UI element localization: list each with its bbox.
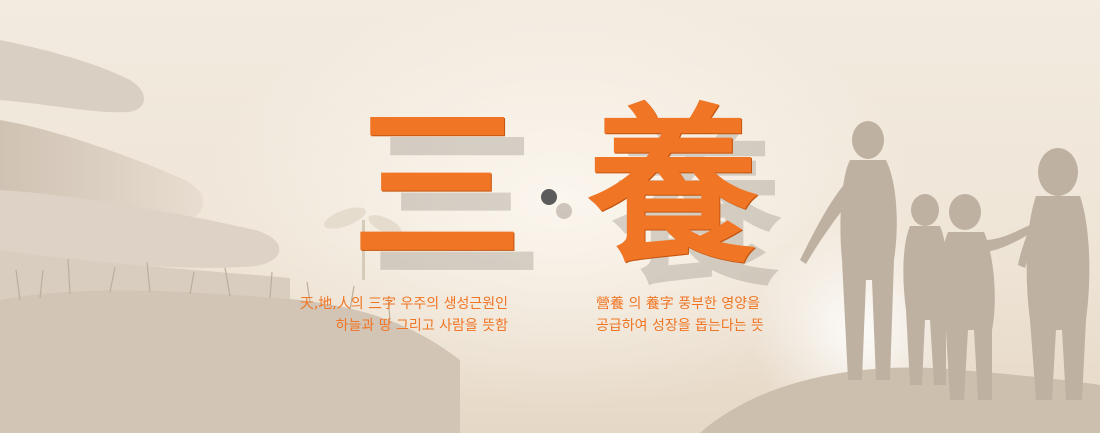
caption-left-line2: 하늘과 땅 그리고 사람을 뜻함 bbox=[335, 318, 508, 334]
sprout bbox=[324, 207, 402, 280]
children-silhouette bbox=[800, 121, 1090, 400]
caption-right: 營養 의 養字 풍부한 영양을 공급하여 성장을 돕는다는 뜻 bbox=[596, 293, 856, 337]
separator-dot-shadow bbox=[556, 203, 572, 219]
caption-right-line1: 營養 의 養字 풍부한 영양을 bbox=[596, 296, 760, 312]
title-char-left-shadow: 三 bbox=[372, 107, 543, 307]
grass-blades-left bbox=[15, 258, 391, 321]
title-char-right-shadow: 養 bbox=[612, 110, 783, 310]
caption-left: 天,地,人의 三字 우주의 생성근원인 하늘과 땅 그리고 사람을 뜻함 bbox=[270, 293, 508, 337]
caption-right-line2: 공급하여 성장을 돕는다는 뜻 bbox=[596, 318, 764, 334]
hand-silhouette bbox=[0, 40, 290, 310]
grass-right bbox=[700, 367, 1100, 433]
caption-left-line1: 天,地,人의 三字 우주의 생성근원인 bbox=[299, 296, 508, 312]
title-char-right: 養 bbox=[588, 87, 759, 287]
title-char-left: 三 bbox=[352, 87, 523, 287]
grass-left bbox=[0, 290, 460, 433]
separator-dot bbox=[541, 189, 557, 205]
